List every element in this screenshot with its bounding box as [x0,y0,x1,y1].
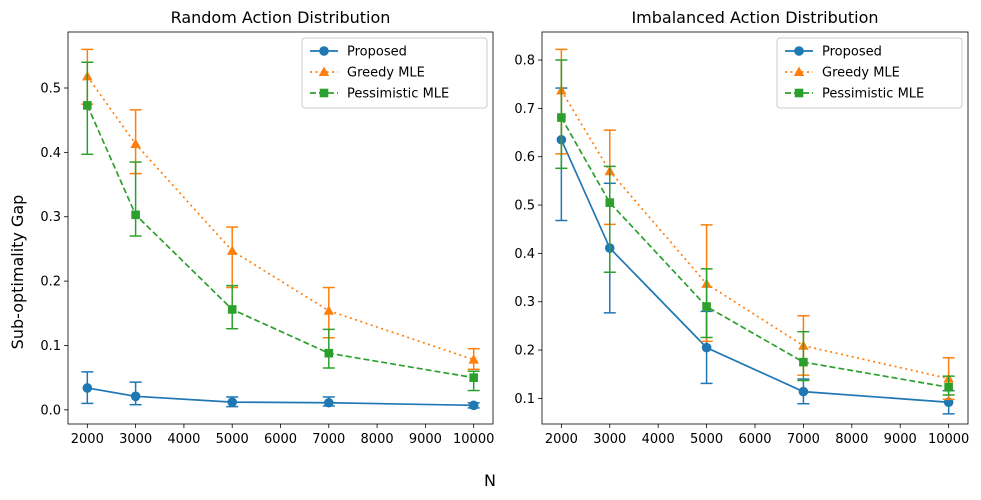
marker-square [131,210,140,220]
x-tick-label: 5000 [216,432,249,447]
y-tick-label: 0.0 [40,403,61,418]
marker-square [794,88,804,98]
figure-ylabel: Sub-optimality Gap [8,195,27,350]
x-tick-label: 8000 [835,432,868,447]
legend-label: Greedy MLE [822,66,900,81]
legend-label: Greedy MLE [347,66,425,81]
y-tick-label: 0.2 [40,275,61,290]
x-tick-label: 8000 [361,432,394,447]
marker-square [799,357,808,367]
y-tick-label: 0.3 [514,295,535,310]
marker-circle [798,386,809,397]
x-tick-label: 9000 [409,432,442,447]
y-tick-label: 0.7 [514,102,535,117]
series-proposed [81,371,480,411]
marker-circle [82,383,93,393]
marker-square [702,302,711,311]
marker-square [557,113,566,122]
marker-square [324,348,334,358]
y-tick-label: 0.8 [514,54,535,69]
marker-triangle [318,66,330,76]
legend-label: Proposed [822,45,882,60]
legend: Proposed Greedy MLE Pessimistic MLE [776,37,963,109]
series-line [87,387,474,407]
marker-circle [227,397,238,407]
x-tick-label: 2000 [71,432,104,447]
marker-triangle [227,245,238,255]
y-tick-label: 0.5 [40,82,61,97]
y-tick-label: 0.6 [514,150,535,165]
x-tick-label: 3000 [593,432,626,447]
marker-square [319,88,329,98]
y-tick-label: 0.1 [40,339,61,354]
series-line [560,117,949,389]
legend: Proposed Greedy MLE Pessimistic MLE [301,37,488,109]
marker-square [83,101,92,110]
marker-square [605,198,615,207]
x-tick-label: 10000 [453,432,494,447]
marker-circle [130,391,141,402]
legend-label: Proposed [347,45,407,60]
series-line [560,90,949,380]
x-tick-label: 7000 [312,432,345,447]
series-line [86,75,474,361]
marker-triangle [323,305,334,315]
legend-item-greedy-mle: Greedy MLE [785,66,900,81]
marker-square [227,305,237,314]
chart-title: Imbalanced Action Distribution [631,8,878,27]
x-tick-label: 6000 [264,432,297,447]
x-tick-label: 5000 [690,432,723,447]
x-tick-label: 9000 [884,432,917,447]
x-tick-label: 4000 [167,432,200,447]
legend-item-proposed: Proposed [310,45,407,60]
chart-title: Random Action Distribution [171,8,391,27]
series-line [86,105,474,379]
series-line [560,139,949,404]
marker-triangle [130,138,141,148]
marker-circle [701,342,712,353]
y-tick-label: 0.1 [514,392,535,407]
x-tick-label: 4000 [642,432,675,447]
y-tick-label: 0.4 [514,247,535,262]
x-tick-label: 3000 [119,432,152,447]
legend-label: Pessimistic MLE [347,87,449,102]
marker-circle [323,397,334,408]
chart-imbalanced-action: 2000 3000 4000 5000 6000 7000 8000 9000 10000 0.1… [514,8,969,447]
y-tick-label: 0.2 [514,344,535,359]
legend-box [776,37,963,109]
series-pessimistic-mle [81,61,480,392]
legend-item-greedy-mle: Greedy MLE [310,66,425,81]
y-tick-label: 0.3 [40,210,61,225]
marker-square [469,373,478,382]
legend-label: Pessimistic MLE [822,87,924,102]
x-tick-label: 7000 [787,432,820,447]
figure-xlabel: N [484,471,496,490]
marker-triangle [793,66,805,76]
x-tick-label: 6000 [738,432,771,447]
marker-circle [319,46,329,56]
legend-item-pessimistic-mle: Pessimistic MLE [785,87,924,102]
chart-random-action: 2000 3000 4000 5000 6000 7000 8000 9000 10000 0.0… [40,8,494,447]
y-tick-label: 0.4 [40,146,61,161]
marker-circle [468,400,479,411]
marker-triangle [468,354,479,364]
x-tick-label: 10000 [928,432,969,447]
series-pessimistic-mle [555,59,955,396]
x-tick-label: 2000 [545,432,578,447]
y-tick-label: 0.5 [514,199,535,214]
marker-square [944,382,953,392]
legend-box [301,37,488,109]
legend-item-pessimistic-mle: Pessimistic MLE [310,87,449,102]
legend-item-proposed: Proposed [785,45,882,60]
series-proposed [555,87,955,415]
marker-circle [794,46,804,56]
